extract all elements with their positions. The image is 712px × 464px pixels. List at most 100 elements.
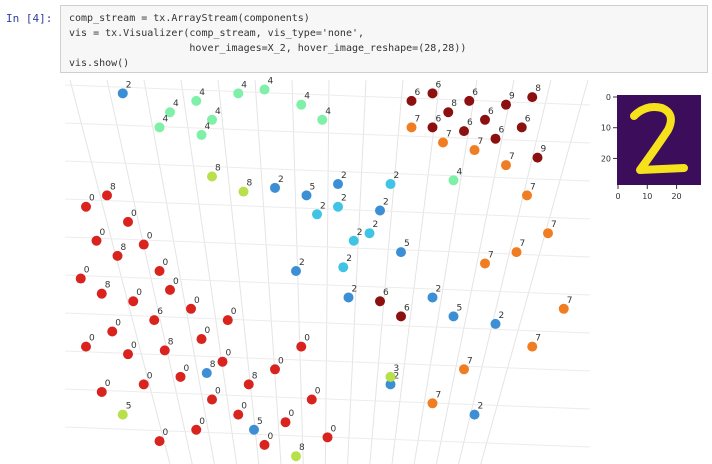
point-label: 7 [520,239,526,249]
point-label: 8 [535,84,541,94]
point-label: 0 [131,341,137,351]
point-label: 4 [304,92,310,102]
point-label: 2 [320,201,326,211]
point-label: 0 [205,326,211,336]
point-label: 8 [215,164,221,174]
point-label: 7 [509,152,515,162]
point-label: 2 [341,194,347,204]
point-label: 0 [278,356,284,366]
point-label: 7 [436,390,442,400]
point-label: 6 [404,303,410,313]
point-label: 7 [467,356,473,366]
y-tick-label: 0 [606,93,611,102]
point-label: 0 [199,417,205,427]
point-label: 2 [341,171,347,181]
point-label: 0 [89,334,95,344]
point-label: 0 [136,288,142,298]
point-label: 4 [205,122,211,132]
point-label: 0 [289,409,295,419]
point-label: 8 [299,443,305,453]
point-label: 2 [436,284,442,294]
point-label: 5 [126,402,132,412]
y-tick-label: 20 [601,154,611,163]
point-label: 0 [131,209,137,219]
point-label: 7 [567,296,573,306]
point-label: 0 [147,232,153,242]
point-label: 2 [394,171,400,181]
point-label: 8 [451,99,457,109]
point-label: 0 [115,318,121,328]
point-label: 2 [299,258,305,268]
point-label: 2 [352,284,358,294]
point-label: 8 [252,371,258,381]
point-label: 4 [268,77,274,87]
x-tick-label: 10 [642,192,652,201]
point-label: 2 [499,311,505,321]
point-label: 7 [478,137,484,147]
point-label: 0 [304,334,310,344]
point-label: 6 [472,88,478,98]
point-label: 4 [173,99,179,109]
point-label: 0 [194,296,200,306]
point-label: 0 [184,364,190,374]
point-label: 7 [530,182,536,192]
point-label: 5 [457,303,463,313]
point-label: 9 [509,92,515,102]
point-label: 0 [331,424,337,434]
point-label: 8 [168,337,174,347]
point-label: 2 [346,254,352,264]
point-label: 6 [467,118,473,128]
point-label: 4 [241,80,247,90]
y-tick-label: 10 [601,124,611,133]
point-label: 8 [110,182,116,192]
point-label: 6 [436,114,442,124]
point-label: 6 [488,107,494,117]
point-label: 7 [535,334,541,344]
point-label: 8 [247,179,253,189]
point-label: 0 [163,258,169,268]
point-label: 0 [105,379,111,389]
x-tick-label: 20 [671,192,681,201]
point-label: 5 [257,417,263,427]
point-label: 6 [415,88,421,98]
point-label: 3 [394,364,400,374]
point-label: 2 [357,228,363,238]
point-label: 8 [121,243,127,253]
point-label: 2 [126,80,132,90]
point-label: 7 [446,129,452,139]
point-label: 7 [551,220,557,230]
point-label: 4 [199,88,205,98]
point-label: 0 [226,349,232,359]
point-label: 4 [457,167,463,177]
point-label: 2 [383,198,389,208]
point-label: 6 [436,80,442,90]
point-label: 2 [373,220,379,230]
point-label: 4 [163,114,169,124]
point-label: 9 [541,145,547,155]
point-label: 2 [478,402,484,412]
point-label: 4 [325,107,331,117]
point-label: 0 [231,307,237,317]
point-label: 6 [157,307,163,317]
point-label: 0 [215,387,221,397]
point-label: 0 [89,194,95,204]
point-label: 0 [173,277,179,287]
point-label: 0 [147,371,153,381]
point-label: 4 [215,107,221,117]
point-label: 0 [84,266,90,276]
point-label: 2 [278,175,284,185]
point-label: 8 [210,360,216,370]
x-tick-label: 0 [615,192,620,201]
point-label: 0 [241,402,247,412]
point-label: 7 [488,250,494,260]
point-label: 6 [383,288,389,298]
point-label: 0 [100,228,106,238]
point-label: 5 [310,182,316,192]
output: 0800800080006000800000080000000000668669… [0,0,712,464]
page: In [4]: comp_stream = tx.ArrayStream(com… [0,0,712,464]
point-label: 6 [499,126,505,136]
point-label: 8 [105,281,111,291]
point-label: 5 [404,239,410,249]
point-label: 0 [315,387,321,397]
point-label: 7 [415,114,421,124]
